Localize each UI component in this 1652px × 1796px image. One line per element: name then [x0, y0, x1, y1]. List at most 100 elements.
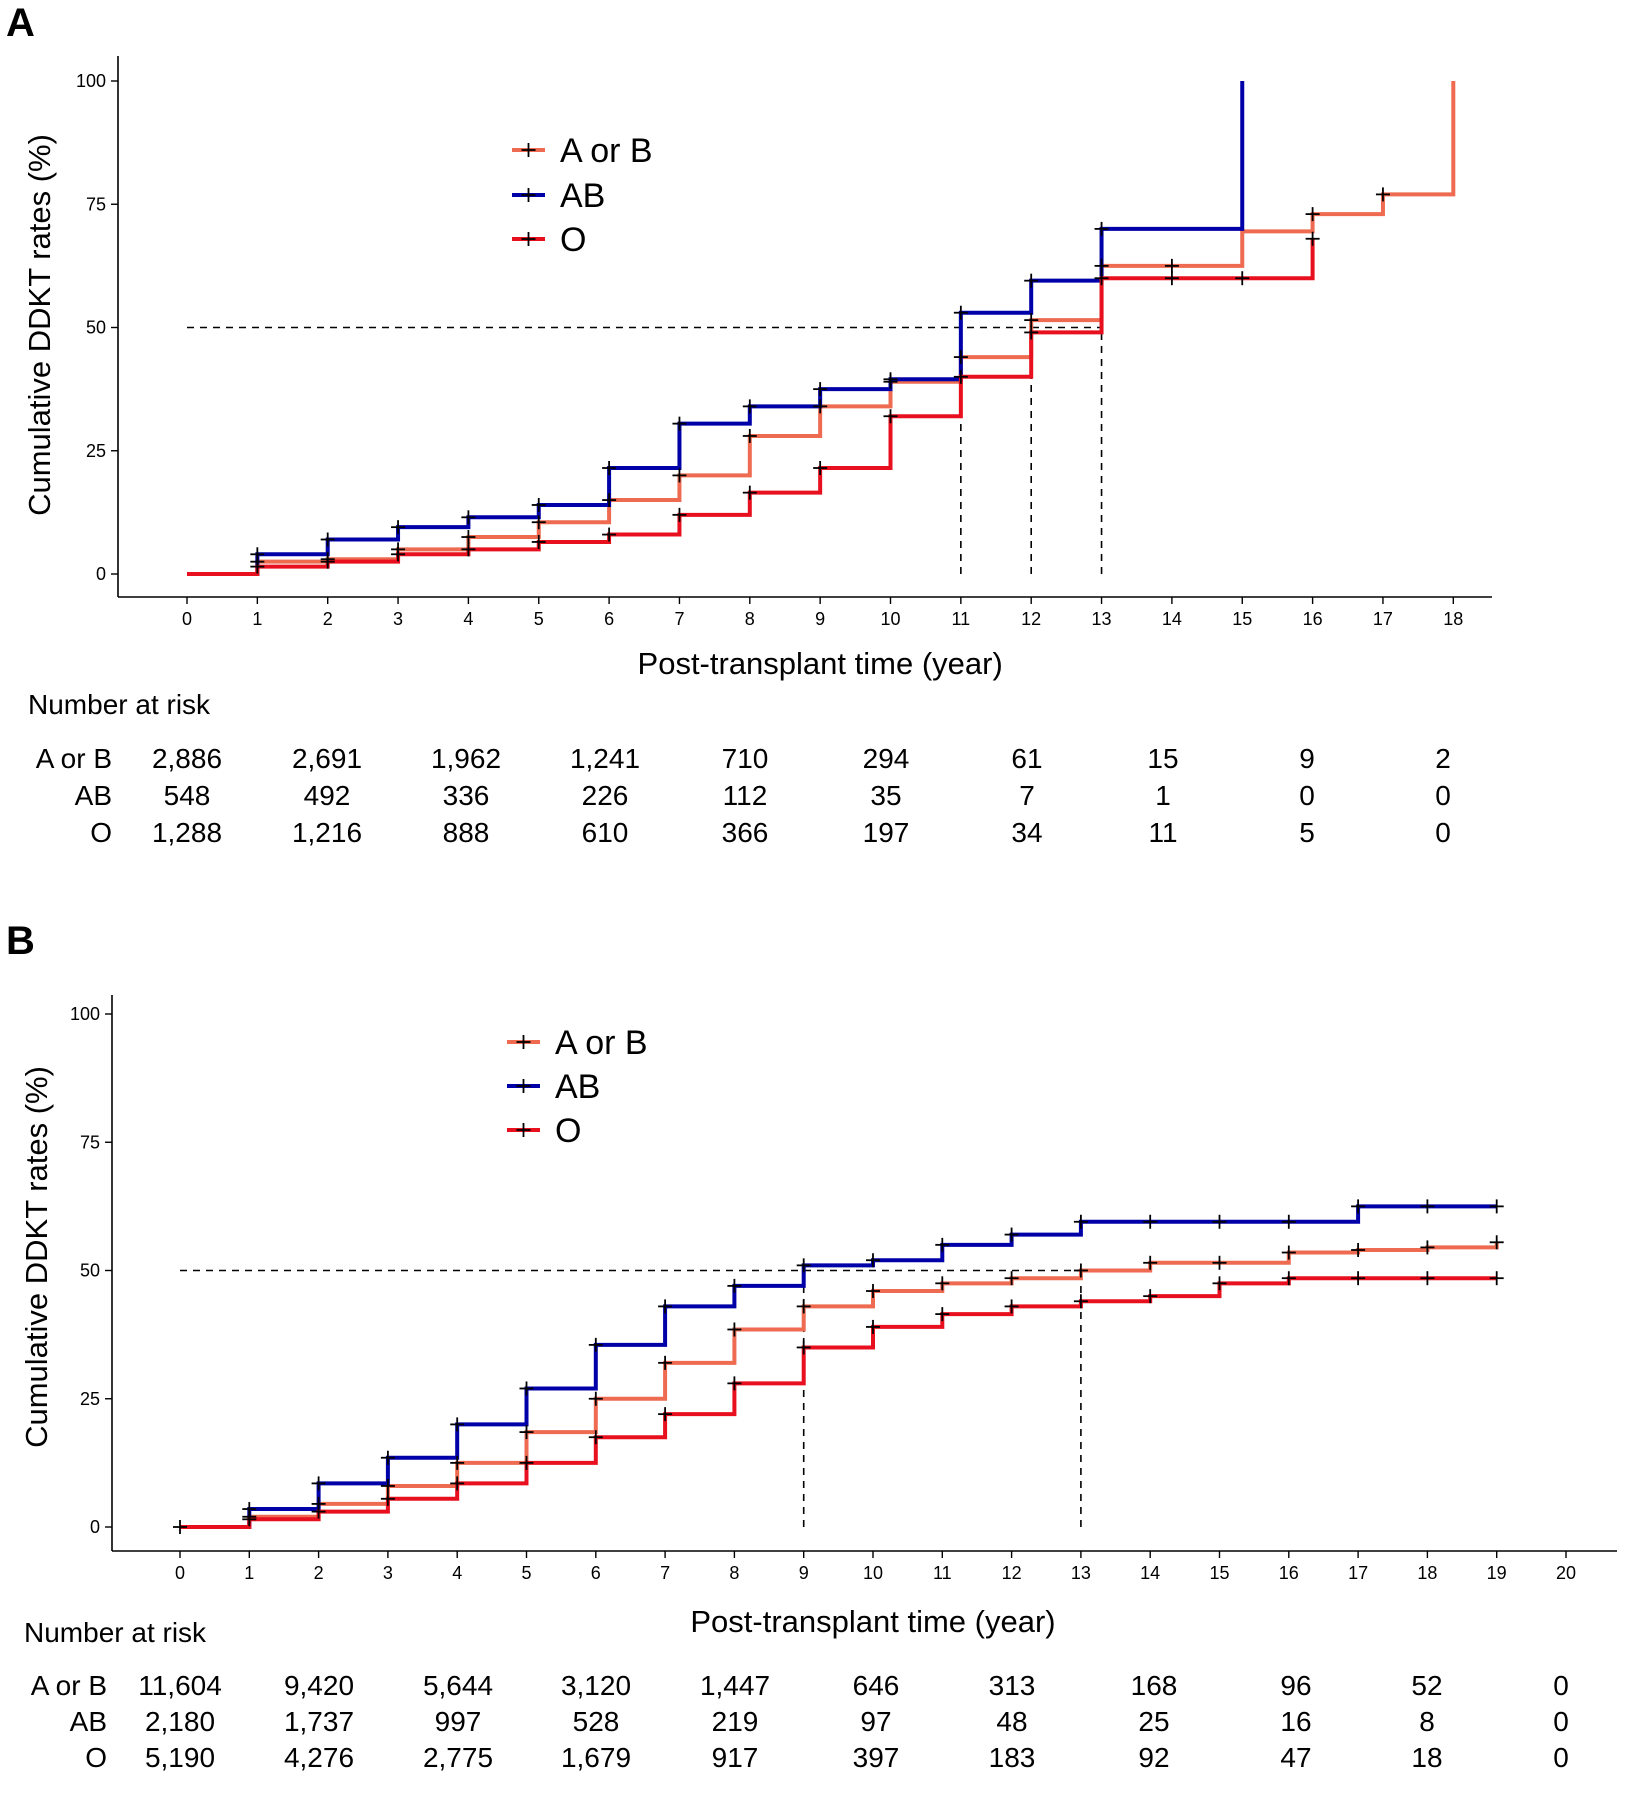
risk-value: 397 — [853, 1742, 900, 1773]
risk-value: 9 — [1299, 743, 1315, 774]
x-tick-label: 6 — [604, 609, 614, 629]
risk-value: 168 — [1131, 1670, 1178, 1701]
series-line-o — [180, 1276, 1497, 1529]
risk-value: 112 — [723, 780, 768, 811]
risk-value: 0 — [1553, 1706, 1569, 1737]
risk-row-label-ab: AB — [70, 1706, 107, 1737]
x-tick-label: 14 — [1140, 1563, 1160, 1583]
x-tick-label: 12 — [1002, 1563, 1022, 1583]
y-tick-label: 50 — [86, 318, 106, 338]
risk-value: 2,180 — [145, 1706, 215, 1737]
x-tick-label: 20 — [1556, 1563, 1576, 1583]
risk-value: 25 — [1138, 1706, 1169, 1737]
risk-value: 2,691 — [292, 743, 362, 774]
x-tick-label: 13 — [1092, 609, 1112, 629]
risk-value: 0 — [1299, 780, 1315, 811]
risk-value: 1,962 — [431, 743, 501, 774]
risk-value: 11 — [1148, 817, 1177, 848]
x-tick-label: 4 — [452, 1563, 462, 1583]
risk-value: 610 — [582, 817, 629, 848]
y-tick-label: 0 — [90, 1517, 100, 1537]
x-tick-label: 8 — [745, 609, 755, 629]
risk-value: 47 — [1280, 1742, 1311, 1773]
x-tick-label: 5 — [534, 609, 544, 629]
risk-value: 548 — [164, 780, 211, 811]
risk-value: 888 — [443, 817, 490, 848]
y-tick-label: 75 — [80, 1132, 100, 1152]
risk-value: 313 — [989, 1670, 1036, 1701]
series-line-ab — [180, 1204, 1497, 1529]
x-tick-label: 3 — [383, 1563, 393, 1583]
legend-label-ab: AB — [555, 1068, 600, 1106]
risk-value: 7 — [1019, 780, 1035, 811]
risk-value: 917 — [712, 1742, 759, 1773]
risk-value: 0 — [1435, 817, 1451, 848]
x-tick-label: 7 — [674, 609, 684, 629]
risk-value: 15 — [1147, 743, 1178, 774]
x-tick-label: 10 — [863, 1563, 883, 1583]
x-tick-label: 10 — [880, 609, 900, 629]
legend-label-a-or-b: A or B — [560, 132, 653, 170]
risk-value: 0 — [1553, 1742, 1569, 1773]
x-tick-label: 17 — [1373, 609, 1393, 629]
x-tick-label: 2 — [323, 609, 333, 629]
x-tick-label: 16 — [1303, 609, 1323, 629]
risk-value: 646 — [853, 1670, 900, 1701]
risk-value: 2 — [1435, 743, 1451, 774]
legend-label-ab: AB — [560, 177, 605, 215]
x-tick-label: 18 — [1417, 1563, 1437, 1583]
risk-value: 1,216 — [292, 817, 362, 848]
risk-row-label-a-or-b: A or B — [31, 1670, 107, 1701]
x-tick-label: 17 — [1348, 1563, 1368, 1583]
risk-row-label-o: O — [90, 817, 112, 848]
risk-value: 5,644 — [423, 1670, 493, 1701]
risk-value: 219 — [712, 1706, 759, 1737]
x-tick-label: 0 — [175, 1563, 185, 1583]
risk-value: 2,775 — [423, 1742, 493, 1773]
x-tick-label: 6 — [591, 1563, 601, 1583]
risk-value: 48 — [996, 1706, 1027, 1737]
risk-table-title: Number at risk — [28, 689, 211, 720]
risk-value: 5,190 — [145, 1742, 215, 1773]
risk-value: 9,420 — [284, 1670, 354, 1701]
series-line-a-or-b — [187, 81, 1456, 576]
risk-value: 226 — [582, 780, 629, 811]
y-tick-label: 75 — [86, 194, 106, 214]
x-tick-label: 12 — [1021, 609, 1041, 629]
risk-value: 1,288 — [152, 817, 222, 848]
risk-value: 5 — [1299, 817, 1315, 848]
risk-value: 11,604 — [138, 1670, 222, 1701]
x-axis-title: Post-transplant time (year) — [690, 1604, 1055, 1639]
panel-label: A — [6, 1, 35, 45]
risk-value: 1,447 — [700, 1670, 770, 1701]
x-tick-label: 9 — [815, 609, 825, 629]
risk-value: 35 — [870, 780, 901, 811]
risk-value: 2,886 — [152, 743, 222, 774]
x-tick-label: 15 — [1209, 1563, 1229, 1583]
risk-value: 528 — [573, 1706, 620, 1737]
risk-row-label-o: O — [85, 1742, 107, 1773]
x-tick-label: 11 — [952, 609, 971, 629]
risk-value: 294 — [863, 743, 910, 774]
x-tick-label: 13 — [1071, 1563, 1091, 1583]
risk-value: 183 — [989, 1742, 1036, 1773]
risk-row-label-a-or-b: A or B — [36, 743, 112, 774]
x-tick-label: 3 — [393, 609, 403, 629]
risk-value: 0 — [1435, 780, 1451, 811]
y-axis-title: Cumulative DDKT rates (%) — [22, 134, 57, 516]
risk-value: 997 — [435, 1706, 482, 1737]
risk-value: 197 — [863, 817, 910, 848]
risk-value: 16 — [1280, 1706, 1311, 1737]
x-axis-title: Post-transplant time (year) — [638, 646, 1003, 681]
x-tick-label: 0 — [182, 609, 192, 629]
y-tick-label: 0 — [96, 564, 106, 584]
risk-value: 92 — [1138, 1742, 1169, 1773]
risk-value: 96 — [1280, 1670, 1311, 1701]
risk-value: 97 — [860, 1706, 891, 1737]
y-tick-label: 50 — [80, 1261, 100, 1281]
x-tick-label: 9 — [799, 1563, 809, 1583]
risk-value: 3,120 — [561, 1670, 631, 1701]
legend-label-o: O — [560, 221, 586, 259]
risk-value: 710 — [722, 743, 769, 774]
